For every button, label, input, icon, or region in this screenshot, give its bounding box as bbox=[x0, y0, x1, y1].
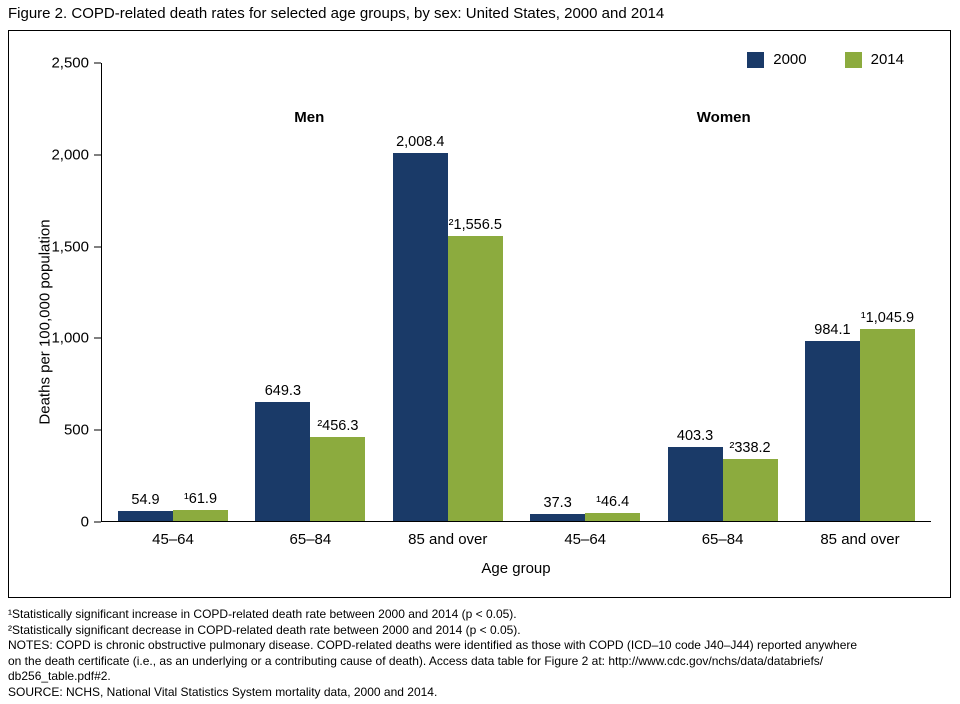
section-label-women: Women bbox=[696, 109, 751, 126]
bar-value-label: ¹1,045.9 bbox=[860, 310, 915, 327]
bar-2014: ²1,556.5 bbox=[447, 217, 503, 521]
bar-group: 984.1 ¹1,045.9 85 and over bbox=[804, 63, 915, 548]
bar-wrap: 37.3 bbox=[530, 63, 586, 521]
footnote-line: on the death certificate (i.e., as an un… bbox=[8, 653, 824, 668]
bar-group: 54.9 ¹61.9 45–64 bbox=[118, 63, 228, 548]
bar-2014: ²456.3 bbox=[310, 418, 366, 521]
legend-item: 2000 bbox=[747, 51, 807, 68]
y-tick-label: 500 bbox=[63, 421, 89, 439]
bar-2000: 649.3 bbox=[255, 383, 311, 521]
bar-value-label: ¹61.9 bbox=[183, 490, 218, 507]
bar-wrap: 649.3 bbox=[255, 63, 311, 521]
bar-value-label: 54.9 bbox=[131, 491, 160, 508]
y-tick-label: 2,000 bbox=[51, 146, 89, 164]
bar-2000: 403.3 bbox=[667, 428, 723, 521]
footnote-line: NOTES: COPD is chronic obstructive pulmo… bbox=[8, 638, 858, 652]
bar-2014: ²338.2 bbox=[722, 440, 778, 521]
x-axis-title: Age group bbox=[481, 560, 551, 577]
bar-value-label: 2,008.4 bbox=[396, 134, 445, 151]
x-category-label: 65–84 bbox=[701, 531, 744, 548]
bar-2000: 2,008.4 bbox=[392, 134, 448, 521]
bar-value-label: ¹46.4 bbox=[596, 493, 630, 510]
legend-label: 2014 bbox=[870, 51, 904, 68]
bar-wrap: 54.9 bbox=[118, 63, 173, 521]
bar-wrap: 2,008.4 bbox=[392, 63, 448, 521]
bar-2000: 54.9 bbox=[118, 492, 173, 521]
bar-value-label: 403.3 bbox=[676, 428, 714, 445]
footnote-line: db256_table.pdf#2. bbox=[8, 669, 111, 683]
footnote-line: ²Statistically significant decrease in C… bbox=[8, 622, 521, 637]
bar-wrap: ¹46.4 bbox=[585, 63, 641, 521]
footnotes: ¹Statistically significant increase in C… bbox=[8, 607, 857, 700]
x-category-label: 85 and over bbox=[408, 531, 488, 548]
legend-label: 2000 bbox=[773, 51, 807, 68]
bar-wrap: ²1,556.5 bbox=[447, 63, 503, 521]
x-category-label: 45–64 bbox=[152, 531, 194, 548]
x-category-label: 85 and over bbox=[820, 531, 900, 548]
bar-value-label: 37.3 bbox=[543, 495, 572, 512]
footnote-line: ¹Statistically significant increase in C… bbox=[8, 607, 517, 621]
bar-wrap: ¹1,045.9 bbox=[859, 63, 915, 521]
bar-value-label: ²338.2 bbox=[729, 440, 771, 457]
bar-group: 2,008.4 ²1,556.5 85 and over bbox=[392, 63, 503, 548]
y-tick-label: 2,500 bbox=[51, 54, 89, 72]
bar-group: 37.3 ¹46.4 45–64 bbox=[530, 63, 641, 548]
legend-item: 2014 bbox=[844, 51, 904, 68]
legend-swatch bbox=[844, 51, 862, 68]
bar-value-label: 649.3 bbox=[264, 383, 302, 400]
y-tick-mark bbox=[94, 246, 101, 248]
x-category-label: 45–64 bbox=[564, 531, 607, 548]
bar-wrap: 403.3 bbox=[667, 63, 723, 521]
plot-area: 54.9 ¹61.9 45–64 649.3 ²456.3 65–84 2,008.4 ²1,… bbox=[101, 63, 931, 548]
x-category-label: 65–84 bbox=[289, 531, 332, 548]
y-tick-mark bbox=[94, 521, 101, 523]
legend: 2000 2014 bbox=[747, 51, 904, 68]
bar-wrap: ²456.3 bbox=[310, 63, 366, 521]
bar-2014: ¹46.4 bbox=[585, 494, 641, 521]
bar-2000: 37.3 bbox=[530, 495, 586, 521]
bar-2014: ¹1,045.9 bbox=[859, 310, 915, 521]
bar-wrap: ¹61.9 bbox=[173, 63, 228, 521]
y-tick-mark bbox=[94, 154, 101, 156]
y-tick-mark bbox=[94, 62, 101, 64]
bar-group: 649.3 ²456.3 65–84 bbox=[255, 63, 366, 548]
y-tick-mark bbox=[94, 337, 101, 339]
legend-swatch bbox=[747, 51, 765, 68]
bar-2014: ¹61.9 bbox=[173, 491, 228, 521]
y-axis: 0 500 1,000 1,500 2,000 2,500 bbox=[9, 55, 101, 531]
bar-value-label: 984.1 bbox=[814, 321, 851, 338]
y-tick-label: 0 bbox=[80, 513, 89, 531]
bar-2000: 984.1 bbox=[804, 322, 860, 521]
y-tick-label: 1,000 bbox=[51, 329, 89, 347]
bar-group: 403.3 ²338.2 65–84 bbox=[667, 63, 778, 548]
figure-title: Figure 2. COPD-related death rates for s… bbox=[8, 5, 665, 22]
footnote-line: SOURCE: NCHS, National Vital Statistics … bbox=[8, 684, 438, 699]
section-label-men: Men bbox=[294, 109, 325, 126]
bar-wrap: ²338.2 bbox=[722, 63, 778, 521]
bar-wrap: 984.1 bbox=[804, 63, 860, 521]
bar-value-label: ²1,556.5 bbox=[448, 216, 502, 233]
chart-frame: 2000 2014 Deaths per 100,000 population 0… bbox=[8, 30, 951, 598]
bar-value-label: ²456.3 bbox=[317, 418, 359, 435]
y-tick-mark bbox=[94, 429, 101, 431]
y-tick-label: 1,500 bbox=[51, 238, 89, 256]
